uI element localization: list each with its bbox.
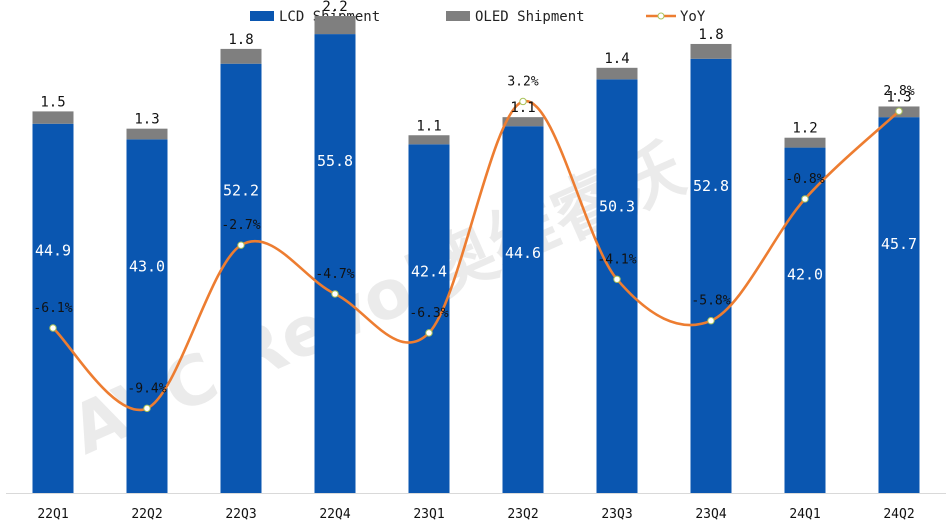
lcd-bar — [878, 117, 920, 494]
lcd-data-label: 44.6 — [505, 244, 541, 262]
legend-yoy-label: YoY — [680, 9, 706, 25]
yoy-data-label: -6.3% — [409, 306, 448, 321]
lcd-data-label: 52.2 — [223, 182, 259, 200]
labels-layer: 44.9 1.5 43.0 1.3 52.2 1.8 55.8 2.2 42.4 1.1 44.6 1… — [33, 0, 917, 396]
legend-oled-label: OLED Shipment — [475, 9, 585, 25]
lcd-bar — [220, 63, 262, 493]
yoy-data-label: -5.8% — [691, 294, 730, 309]
oled-bar — [314, 16, 356, 35]
oled-bar — [126, 128, 168, 140]
oled-data-label: 1.5 — [40, 94, 65, 110]
yoy-point — [49, 324, 57, 332]
yoy-data-label: -4.1% — [597, 252, 636, 267]
yoy-point — [707, 317, 715, 325]
yoy-data-label: 3.2% — [507, 74, 538, 89]
oled-bar — [408, 135, 450, 145]
lcd-data-label: 55.8 — [317, 152, 353, 170]
lcd-data-label: 42.0 — [787, 266, 823, 284]
lcd-bar — [784, 147, 826, 493]
yoy-data-label: -2.7% — [221, 218, 260, 233]
yoy-data-label: -6.1% — [33, 301, 72, 316]
legend-yoy-marker — [657, 12, 665, 20]
yoy-point — [613, 275, 621, 283]
x-tick-label: 22Q3 — [225, 507, 256, 522]
oled-bar — [690, 43, 732, 59]
lcd-data-label: 50.3 — [599, 197, 635, 215]
oled-data-label: 1.2 — [792, 121, 817, 137]
lcd-data-label: 44.9 — [35, 242, 71, 260]
yoy-data-label: -0.8% — [785, 172, 824, 187]
oled-data-label: 1.1 — [510, 100, 535, 116]
lcd-bar — [408, 144, 450, 493]
bars-layer — [32, 16, 920, 494]
oled-bar — [502, 117, 544, 127]
oled-bar — [596, 67, 638, 80]
oled-data-label: 1.3 — [134, 112, 159, 128]
oled-data-label: 2.2 — [322, 0, 347, 15]
oled-bar — [220, 48, 262, 64]
oled-data-label: 1.4 — [604, 51, 629, 67]
yoy-point — [143, 404, 151, 413]
legend-lcd-swatch — [250, 11, 274, 21]
oled-data-label: 1.1 — [416, 118, 441, 134]
yoy-point — [801, 195, 809, 203]
x-tick-label: 22Q1 — [37, 507, 68, 522]
lcd-bar — [690, 58, 732, 494]
lcd-data-label: 43.0 — [129, 257, 165, 275]
oled-bar — [784, 137, 826, 148]
yoy-point — [237, 241, 245, 249]
lcd-bar — [502, 126, 544, 494]
lcd-data-label: 45.7 — [881, 235, 917, 253]
lcd-bar — [126, 139, 168, 494]
oled-data-label: 1.8 — [228, 32, 253, 48]
lcd-bar — [596, 79, 638, 493]
lcd-data-label: 52.8 — [693, 177, 729, 195]
x-tick-label: 22Q4 — [319, 507, 350, 522]
yoy-data-label: -4.7% — [315, 267, 354, 282]
x-tick-label: 24Q2 — [883, 507, 914, 522]
yoy-point — [425, 329, 433, 337]
oled-data-label: 1.3 — [886, 89, 911, 105]
x-tick-label: 23Q3 — [601, 507, 632, 522]
legend-oled-swatch — [446, 11, 470, 21]
x-tick-label: 23Q2 — [507, 507, 538, 522]
oled-data-label: 1.8 — [698, 27, 723, 43]
yoy-line — [52, 100, 900, 412]
lcd-data-label: 42.4 — [411, 262, 447, 280]
x-tick-label: 24Q1 — [789, 507, 820, 522]
oled-bar — [32, 111, 74, 124]
lcd-bar — [314, 34, 356, 493]
x-tick-label: 22Q2 — [131, 507, 162, 522]
lcd-bar — [32, 123, 74, 493]
yoy-data-label: -9.4% — [127, 381, 166, 396]
yoy-line-layer — [49, 97, 903, 413]
x-tick-label: 23Q1 — [413, 507, 444, 522]
legend: LCD Shipment OLED Shipment YoY — [250, 9, 706, 25]
x-tick-labels: 22Q1 22Q2 22Q3 22Q4 23Q1 23Q2 23Q3 23Q4 24Q1 24Q2 — [37, 507, 914, 522]
yoy-point — [519, 97, 527, 106]
x-tick-label: 23Q4 — [695, 507, 726, 522]
yoy-data-label: 2.8% — [883, 84, 914, 99]
yoy-point — [895, 107, 903, 115]
yoy-point — [331, 290, 339, 298]
